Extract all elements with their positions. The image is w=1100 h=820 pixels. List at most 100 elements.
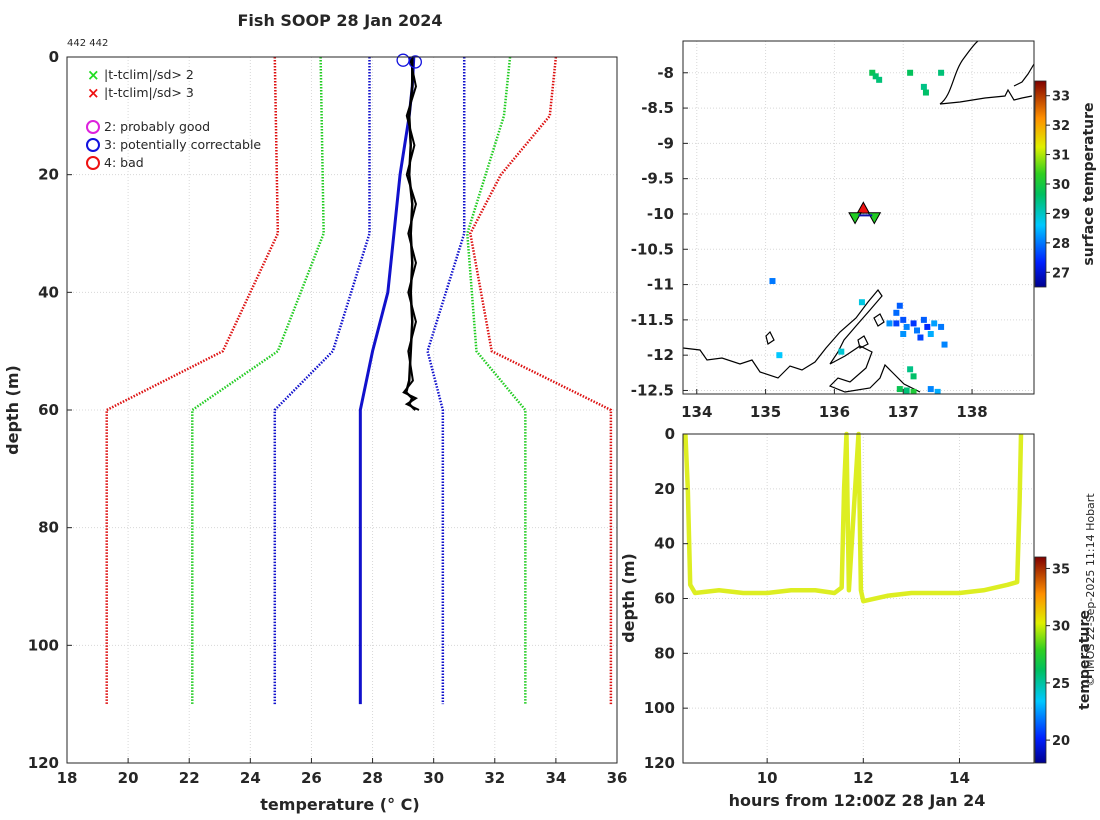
profile-ytick-label: 80 <box>38 519 59 537</box>
map-xtick-label: 135 <box>750 403 781 421</box>
sst-colorbar-tick-label: 32 <box>1052 119 1070 134</box>
map-ytick-label: -9.5 <box>641 170 674 188</box>
profile-ticks: 18 20 22 24 26 28 30 32 34 36 0 20 40 60 80 100 120 <box>28 48 628 787</box>
sst-point <box>900 330 907 337</box>
track-marker-triangle-down <box>848 212 862 225</box>
map-ytick-label: -12 <box>647 346 674 364</box>
sst-colorbar-tick-label: 31 <box>1052 149 1070 164</box>
sst-point <box>910 373 917 380</box>
temp-colorbar-tick-label: 35 <box>1052 562 1070 577</box>
profile-xtick-label: 28 <box>362 769 383 787</box>
map-ytick-label: -12.5 <box>631 381 674 399</box>
sst-point <box>893 320 900 327</box>
legend-circle-red <box>86 156 100 170</box>
depth-time-ytick-label: 20 <box>654 480 675 498</box>
depth-time-ytick-label: 120 <box>644 754 675 772</box>
depth-time-ytick-label: 40 <box>654 535 675 553</box>
profile-panel: Fish SOOP 28 Jan 2024 442 442 18 20 22 24 26… <box>3 11 627 814</box>
legend-circle-blue <box>86 138 100 152</box>
sst-point <box>938 69 945 76</box>
map-ytick-label: -9 <box>657 134 674 152</box>
climatology-bound-+1sd <box>426 57 466 705</box>
coastline-north-1 <box>939 41 979 105</box>
map-ytick-label: -10 <box>647 205 674 223</box>
climatology-bound-+2sd <box>466 56 527 705</box>
profile-lines <box>105 53 613 705</box>
profile-ytick-label: 120 <box>28 754 59 772</box>
map-coastlines <box>683 41 1034 393</box>
map-sst-points <box>769 69 948 394</box>
sst-colorbar-tick-label: 29 <box>1052 207 1070 222</box>
sst-colorbar-tick-label: 33 <box>1052 90 1070 105</box>
depth-time-trace <box>683 431 1024 604</box>
sst-point <box>869 69 876 76</box>
sst-colorbar-label: surface temperature <box>1081 102 1097 265</box>
sst-point <box>893 309 900 316</box>
climatology-bound--1sd <box>273 57 371 705</box>
sst-point <box>907 366 914 373</box>
map-ticks: 134 135 136 137 138 -8 -8.5 -9 -9.5 -10 -10.5 -11 -1… <box>631 64 988 421</box>
profile-xtick-label: 30 <box>423 769 444 787</box>
sst-point <box>903 387 910 394</box>
depth-time-ticks: 10 12 14 0 20 40 60 80 100 120 <box>644 425 970 787</box>
profile-xtick-label: 26 <box>301 769 322 787</box>
temp-colorbar <box>1034 556 1047 764</box>
climatology-bound-+3sd <box>469 56 613 705</box>
climatology-bound--3sd <box>105 56 280 705</box>
observed-profile-line-2 <box>402 56 420 411</box>
temp-colorbar-tick-label: 30 <box>1052 620 1070 635</box>
sst-point <box>858 299 865 306</box>
sst-point <box>920 316 927 323</box>
depth-time-grid <box>683 433 1034 764</box>
depth-time-ylabel: depth (m) <box>619 553 638 643</box>
sst-colorbar-tick-label: 28 <box>1052 237 1070 252</box>
sst-point <box>920 83 927 90</box>
sst-colorbar-ticks: 27 28 29 30 31 32 33 <box>1046 90 1070 281</box>
profile-axes-box <box>66 56 618 764</box>
sst-point <box>924 323 931 330</box>
map-ytick-label: -11 <box>647 276 674 294</box>
profile-xtick-label: 34 <box>545 769 566 787</box>
sst-point <box>903 323 910 330</box>
depth-time-ytick-label: 100 <box>644 699 675 717</box>
profile-ytick-label: 60 <box>38 401 59 419</box>
map-xtick-label: 137 <box>888 403 919 421</box>
profile-ylabel: depth (m) <box>3 365 22 455</box>
profile-ytick-label: 20 <box>38 166 59 184</box>
sst-point <box>938 323 945 330</box>
sst-point <box>917 334 924 341</box>
legend-entry-2: |t-tclim|/sd> 3 <box>104 85 194 100</box>
profile-title: Fish SOOP 28 Jan 2024 <box>238 11 443 30</box>
legend-entry-3: 2: probably good <box>104 119 210 134</box>
island-1 <box>765 330 775 345</box>
profile-xtick-label: 32 <box>484 769 505 787</box>
map-ytick-label: -10.5 <box>631 240 674 258</box>
profile-xtick-label: 24 <box>240 769 261 787</box>
temp-colorbar-tick-label: 20 <box>1052 734 1070 749</box>
sst-point <box>941 341 948 348</box>
map-xtick-label: 138 <box>956 403 987 421</box>
sst-colorbar-tick-label: 27 <box>1052 266 1070 281</box>
sst-point <box>876 76 883 83</box>
map-xtick-label: 134 <box>681 403 712 421</box>
sst-point <box>838 348 845 355</box>
profile-ytick-label: 0 <box>49 48 59 66</box>
sst-colorbar <box>1034 80 1047 288</box>
island-2 <box>857 335 869 349</box>
map-track-markers <box>848 201 882 225</box>
sst-point <box>910 388 917 394</box>
depth-time-ytick-label: 60 <box>654 590 675 608</box>
sst-point <box>934 388 941 394</box>
temp-colorbar-tick-label: 25 <box>1052 677 1070 692</box>
temp-colorbar-label: temperature <box>1077 610 1093 710</box>
map-panel: 134 135 136 137 138 -8 -8.5 -9 -9.5 -10 -10.5 -11 -1… <box>631 40 1097 421</box>
climatology-bound--2sd <box>191 56 325 705</box>
profile-ytick-label: 100 <box>28 636 59 654</box>
coastline-north-2 <box>939 88 1033 105</box>
sst-point <box>896 302 903 309</box>
sst-point <box>769 278 776 285</box>
profile-xtick-label: 18 <box>57 769 78 787</box>
sst-point <box>914 327 920 334</box>
sst-point <box>886 320 893 327</box>
